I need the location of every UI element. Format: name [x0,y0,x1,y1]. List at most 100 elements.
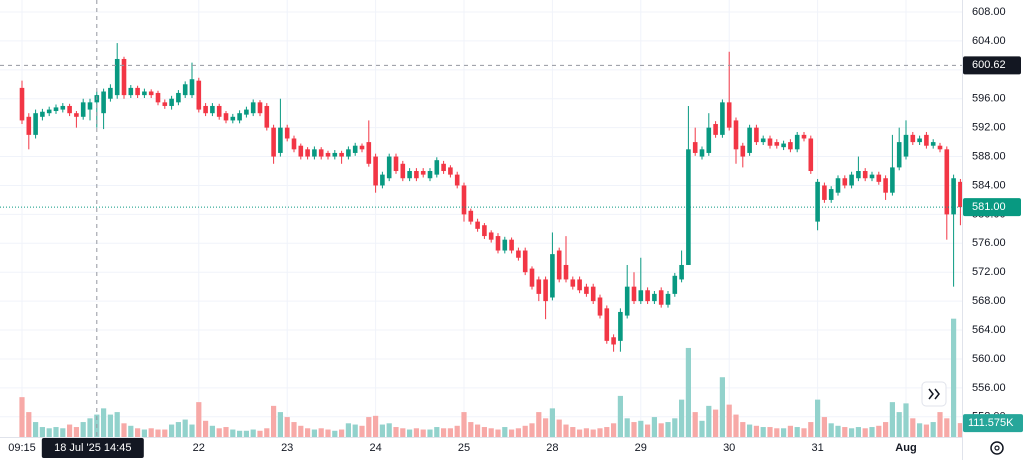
volume-bar [549,408,555,437]
volume-bar [631,422,637,437]
volume-bar [400,428,406,437]
candle-body [788,142,793,150]
candle-body [162,102,168,106]
volume-bar [196,402,202,437]
scroll-button-bg[interactable] [921,381,947,407]
candle-body [108,87,113,99]
settings-button[interactable] [990,441,1004,455]
volume-bar [298,425,304,437]
volume-bar [243,430,249,437]
volume-bar [889,402,895,437]
candle-body [468,210,474,222]
candle-body [720,102,725,135]
candle-body [420,171,426,175]
candle-body [794,134,800,150]
candle-body [414,171,419,179]
volume-bar [121,423,127,437]
volume-bar [611,423,617,437]
candle-body [876,174,882,182]
volume-bar [461,412,467,437]
candle-body [291,138,297,150]
volume-bar [325,429,331,437]
candle-body [80,102,86,117]
volume-bar [454,425,460,437]
candle-body [264,105,270,128]
volume-bar [638,420,644,437]
volume-bar [128,425,134,437]
overlay [0,0,962,437]
candle-body [529,268,535,287]
candle-body [60,105,66,110]
x-tick-label: 23 [281,442,293,454]
volume-bar [19,397,25,437]
volume-bar [339,429,345,437]
volume-bar [923,424,929,437]
candle-body [516,250,521,258]
settings-icon-center[interactable] [994,445,1000,451]
volume-bar [80,422,86,437]
candle-body [448,167,453,175]
x-tick-label: 29 [635,442,647,454]
volume-bar [529,423,535,437]
volume-bar [617,395,623,437]
volume-bar [379,424,385,437]
candle-body [237,113,242,121]
candle-body [808,138,814,172]
candle-body [543,279,548,302]
scroll-icon[interactable] [928,388,940,400]
scroll-button[interactable] [921,381,947,407]
volume-bar [393,427,399,437]
candle-body [686,149,691,265]
volume-bar [87,418,93,437]
candle-body [842,178,848,186]
volume-bar [930,422,936,437]
volume-bar [685,347,691,437]
volume-bar [862,428,868,437]
settings-icon[interactable] [990,441,1004,455]
volume-bar [869,427,875,437]
volume-bar [787,425,793,437]
volume-bar [658,423,664,437]
candle-body [33,113,38,135]
candle-body [380,174,385,186]
y-tick-label: 608.00 [972,6,1006,18]
candle-body [726,102,732,128]
volume-bar [509,429,515,437]
volume-bar [883,422,889,437]
volume-badge [963,414,1023,433]
volume-bar [794,427,800,437]
volume-bar [645,424,651,437]
candle-body [652,293,657,302]
volume-bar [835,425,841,437]
volume-bar [332,430,338,437]
candle-body [896,142,902,168]
candle-body [318,149,324,157]
volume-bar [318,428,324,437]
volume-bar [679,399,685,437]
x-tick-label: 31 [811,442,823,454]
volume-bar [590,429,596,437]
crosshair-time-badge [41,438,144,458]
candle-body [611,337,616,345]
volume-bar [583,428,589,437]
volume-bar [60,428,66,437]
candle-body [699,149,705,157]
volume-bar [570,427,576,437]
candle-body [577,279,582,291]
candle-body [250,102,256,114]
volume-bar [726,404,732,437]
volume-bar [781,428,787,437]
x-tick-label: 30 [723,442,735,454]
candle-body [101,91,106,114]
candle-body [944,149,950,215]
volume-bar [855,427,861,437]
volume-bar [937,412,943,437]
candle-body [495,236,501,251]
candle-body [563,264,569,280]
candle-body [176,92,181,103]
volume-bar [264,428,270,437]
volume-bar [747,424,753,437]
volume-bar [910,418,916,437]
volume-bar [271,405,277,437]
volume-bar [73,427,79,437]
